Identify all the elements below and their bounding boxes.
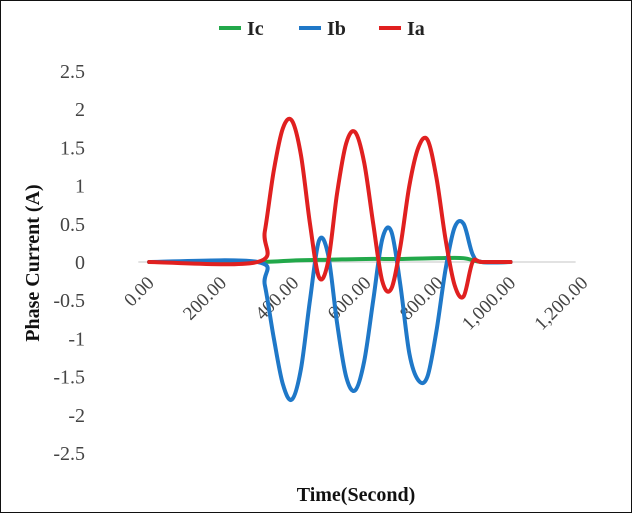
x-axis-ticks: 0.00 200.00 400.00 600.00 800.00 1,000.00 1,20… (120, 273, 592, 335)
y-tick-label: 0.5 (60, 214, 85, 236)
y-tick-label: 0 (75, 252, 85, 274)
y-tick-label: -0.5 (53, 290, 85, 312)
series-group (147, 116, 513, 403)
y-tick-label: -1 (68, 328, 85, 350)
x-tick-label: 200.00 (179, 273, 231, 325)
series-line-ia (147, 116, 513, 300)
y-tick-label: -2 (68, 405, 85, 427)
x-axis-title: Time(Second) (297, 484, 416, 506)
y-tick-label: -1.5 (53, 367, 85, 389)
y-tick-label: 1 (75, 176, 85, 198)
x-tick-label: 0.00 (120, 273, 158, 311)
y-tick-label: 1.5 (60, 137, 85, 159)
x-tick-label: 1,200.00 (531, 273, 593, 335)
x-tick-label: 400.00 (251, 273, 303, 325)
legend-label-ic: Ic (247, 18, 264, 40)
legend-label-ia: Ia (407, 18, 425, 40)
y-tick-label: 2 (75, 99, 85, 121)
y-tick-label: 2.5 (60, 61, 85, 83)
y-axis-title: Phase Current (A) (22, 184, 44, 341)
legend-label-ib: Ib (327, 18, 346, 40)
legend: Ic Ib Ia (219, 18, 425, 40)
y-axis-ticks: 2.5 2 1.5 1 0.5 0 -0.5 -1 -1.5 -2 -2.5 (53, 61, 85, 465)
y-tick-label: -2.5 (53, 443, 85, 465)
